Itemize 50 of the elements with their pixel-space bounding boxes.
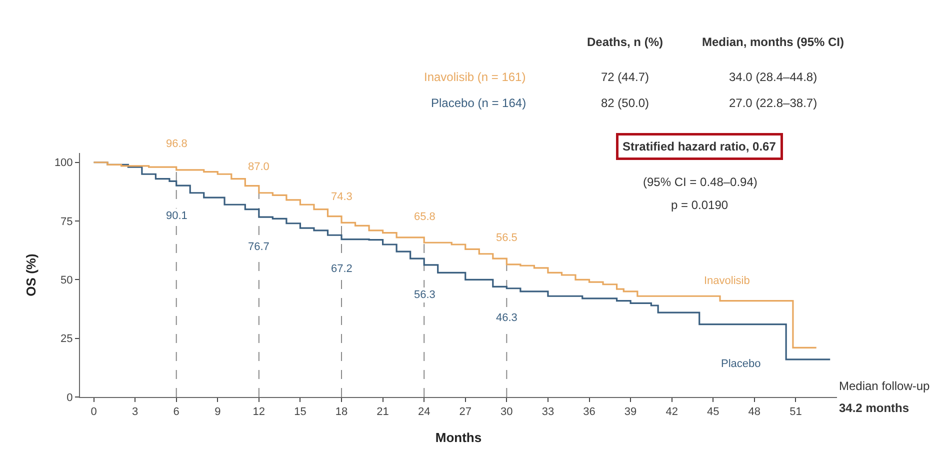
x-tick-label: 21: [376, 406, 389, 418]
x-tick-label: 30: [500, 406, 513, 418]
text: Median follow-up: [839, 379, 930, 393]
y-tick-label: 75: [60, 216, 73, 228]
x-tick-label: 39: [624, 406, 637, 418]
x-tick-label: 27: [459, 406, 472, 418]
text: 34.0 (28.4–44.8): [729, 70, 818, 84]
data-label: 96.8: [166, 138, 188, 150]
data-label: 56.5: [496, 232, 518, 244]
text: Placebo: [721, 358, 761, 370]
data-label: 67.2: [331, 263, 352, 275]
data-label: 46.3: [496, 312, 518, 324]
text: 34.2 months: [839, 401, 910, 415]
text: 82 (50.0): [601, 96, 650, 110]
x-tick-label: 12: [252, 406, 266, 418]
x-tick-label: 51: [790, 406, 802, 418]
annotation: p = 0.0190: [671, 198, 728, 212]
y-tick-label: 25: [60, 333, 73, 346]
text: Deaths, n (%): [587, 35, 664, 49]
text: Inavolisib (n = 161): [424, 70, 526, 84]
x-tick-label: 45: [707, 406, 720, 418]
data-label: 56.3: [414, 289, 436, 301]
text: 27.0 (22.8–38.7): [729, 96, 818, 110]
y-tick-label: 0: [66, 392, 73, 404]
text: Median, months (95% CI): [702, 35, 844, 49]
data-label: 74.3: [331, 191, 352, 203]
x-tick-label: 42: [666, 406, 678, 418]
x-tick-label: 24: [418, 406, 430, 418]
annotation: Stratified hazard ratio, 0.67: [622, 140, 776, 154]
y-tick-label: 100: [54, 157, 73, 170]
data-label: 90.1: [166, 210, 188, 222]
x-tick-label: 6: [173, 406, 180, 418]
y-tick-label: 50: [60, 274, 73, 287]
annotation: (95% CI = 0.48–0.94): [643, 175, 758, 189]
data-label: 65.8: [414, 211, 436, 223]
data-label: 76.7: [248, 241, 270, 253]
y-axis-title: OS (%): [23, 254, 38, 296]
x-tick-label: 36: [583, 406, 596, 418]
data-label: 87.0: [248, 161, 270, 173]
x-tick-label: 33: [542, 406, 554, 418]
x-tick-label: 15: [294, 406, 306, 418]
x-tick-label: 48: [748, 406, 761, 418]
series-label: Inavolisib: [704, 275, 750, 287]
text: Placebo (n = 164): [431, 96, 526, 110]
text: 72 (44.7): [601, 70, 650, 84]
x-tick-label: 18: [335, 406, 348, 418]
x-axis-title: Months: [435, 430, 482, 445]
x-tick-label: 0: [90, 406, 97, 418]
x-tick-label: 9: [214, 406, 221, 418]
x-tick-label: 3: [132, 406, 138, 418]
